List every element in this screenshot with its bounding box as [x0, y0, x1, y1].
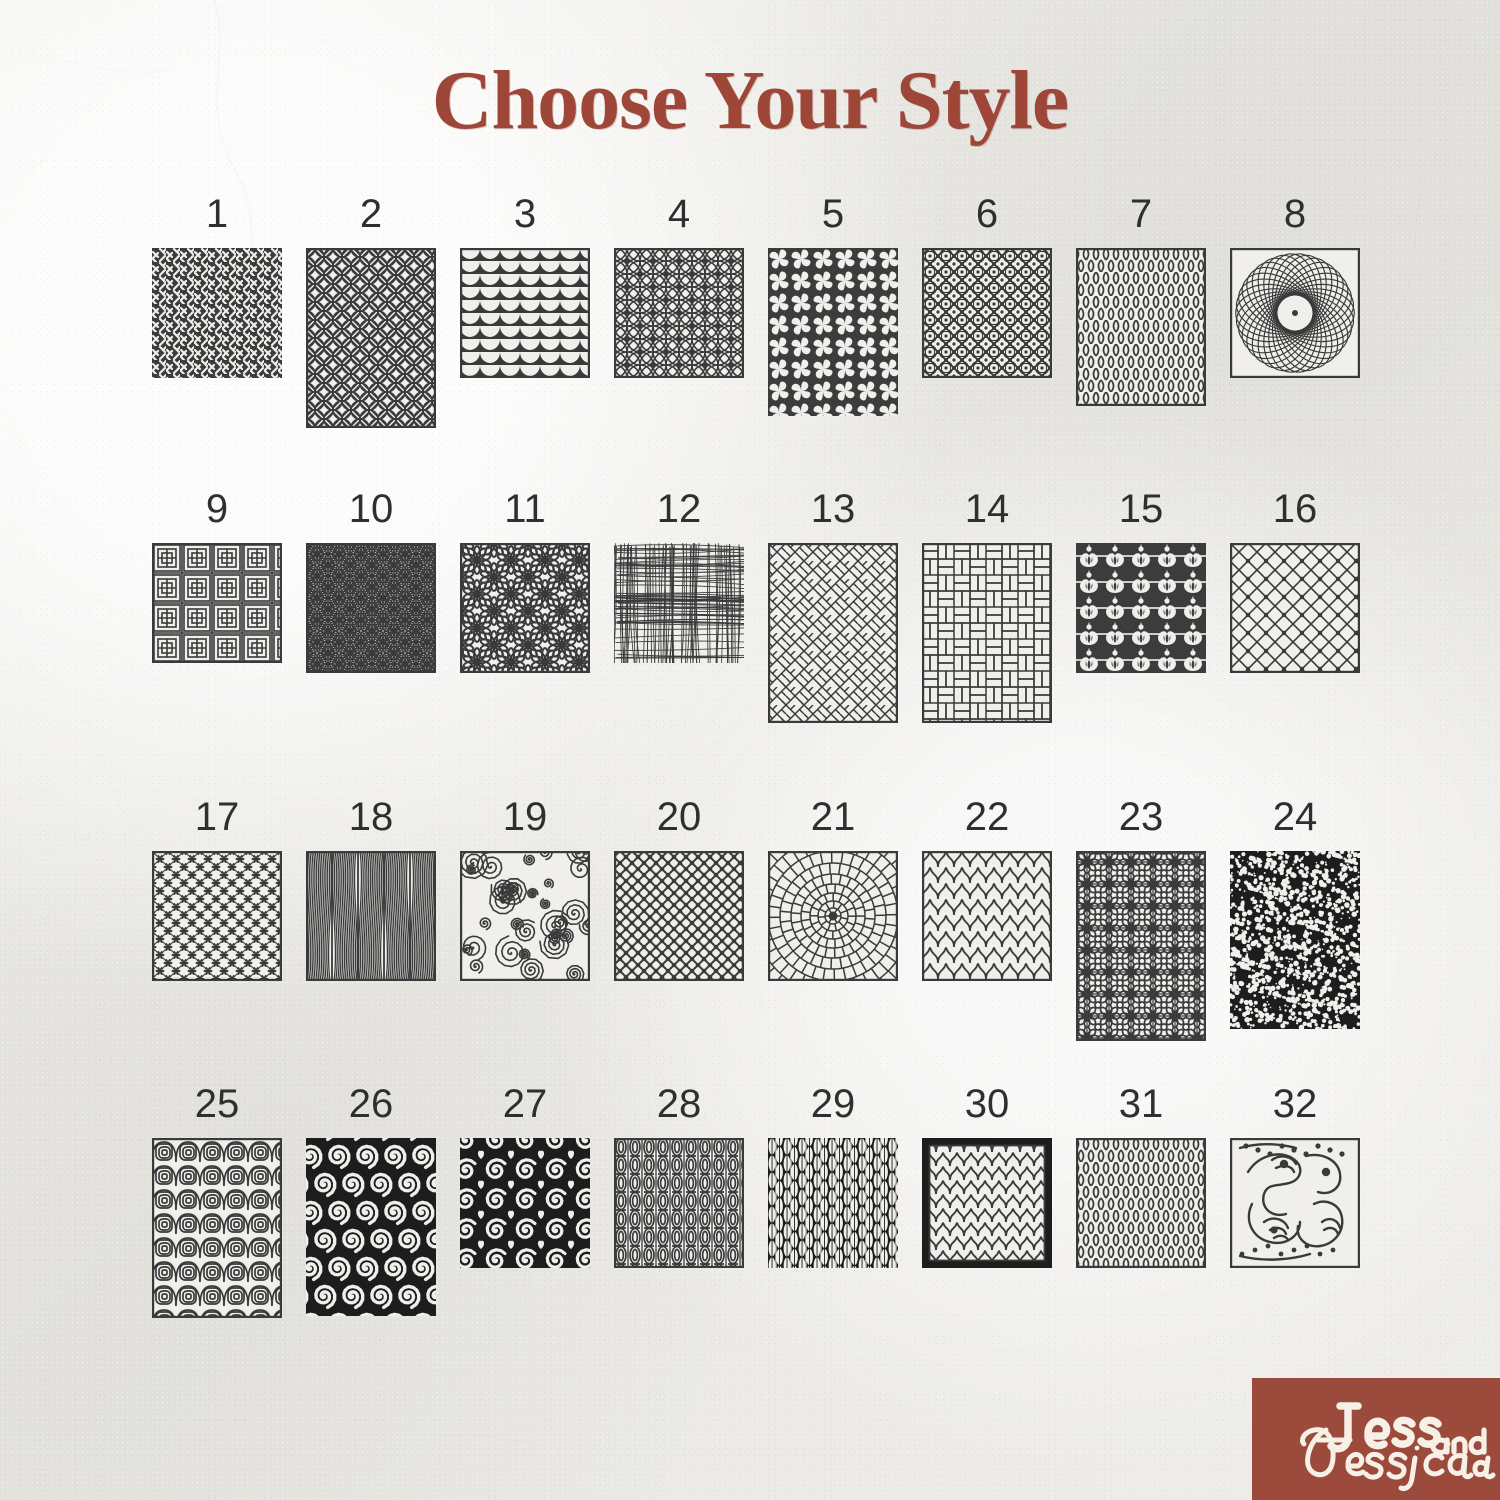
swatch-number-13: 13	[810, 487, 856, 531]
swatch-number-24: 24	[1272, 795, 1318, 839]
swatch-number-31: 31	[1118, 1082, 1164, 1126]
swatch-tile-18-vertical-rope-waves[interactable]	[306, 851, 436, 981]
swatch-tile-16-diagonal-lattice-dot[interactable]	[1230, 543, 1360, 673]
swatch-number-20: 20	[656, 795, 702, 839]
swatch-tile-8-spirograph-rosette[interactable]	[1230, 248, 1360, 378]
swatch-tile-2-moroccan-lattice[interactable]	[306, 248, 436, 428]
swatch-number-16: 16	[1272, 487, 1318, 531]
swatch-tile-28-vertical-beaded-columns[interactable]	[614, 1138, 744, 1268]
swatch-tile-23-flower-medallion-grid[interactable]	[1076, 851, 1206, 1041]
swatch-number-5: 5	[821, 192, 845, 236]
swatch-number-22: 22	[964, 795, 1010, 839]
swatch-tile-31-fine-diamond-net[interactable]	[1076, 1138, 1206, 1268]
swatch-number-2: 2	[359, 192, 383, 236]
swatch-number-14: 14	[964, 487, 1010, 531]
swatch-number-8: 8	[1283, 192, 1307, 236]
swatch-tile-11-daisy-field-large[interactable]	[460, 543, 590, 673]
swatch-number-32: 32	[1272, 1082, 1318, 1126]
swatch-number-1: 1	[205, 192, 229, 236]
swatch-tile-5-pinwheel-petal-dark[interactable]	[768, 248, 898, 416]
page-title: Choose Your Style	[431, 54, 1069, 147]
swatch-number-25: 25	[194, 1082, 240, 1126]
swatch-tile-29-vertical-leaf-dark[interactable]	[768, 1138, 898, 1268]
swatch-number-18: 18	[348, 795, 394, 839]
swatch-tile-22-moorish-scale[interactable]	[922, 851, 1052, 981]
swatch-number-19: 19	[502, 795, 548, 839]
swatch-tile-3-fish-scale-solid[interactable]	[460, 248, 590, 378]
swatch-tile-1-basket-weave-dark[interactable]	[152, 248, 282, 378]
swatch-tile-26-spiral-roses-dark[interactable]	[306, 1138, 436, 1316]
swatch-tile-14-basketweave-paver[interactable]	[922, 543, 1052, 723]
swatch-tile-25-retro-rounded-squares[interactable]	[152, 1138, 282, 1318]
swatch-number-3: 3	[513, 192, 537, 236]
swatch-tile-21-cobblestone-radial[interactable]	[768, 851, 898, 981]
swatch-tile-6-arabesque-star-fine[interactable]	[922, 248, 1052, 378]
swatch-tile-12-scribble-crosshatch[interactable]	[614, 543, 744, 663]
swatch-number-30: 30	[964, 1082, 1010, 1126]
swatch-tile-20-circle-grid-fine[interactable]	[614, 851, 744, 981]
swatch-number-23: 23	[1118, 795, 1164, 839]
swatch-number-6: 6	[975, 192, 999, 236]
swatch-number-12: 12	[656, 487, 702, 531]
swatch-number-29: 29	[810, 1082, 856, 1126]
swatch-number-26: 26	[348, 1082, 394, 1126]
swatch-tile-30-ogee-scale-framed[interactable]	[922, 1138, 1052, 1268]
swatch-tile-10-daisy-field-small[interactable]	[306, 543, 436, 673]
swatch-tile-17-star-burst-grid[interactable]	[152, 851, 282, 981]
swatch-number-27: 27	[502, 1082, 548, 1126]
swatch-tile-7-diamond-mesh-tall[interactable]	[1076, 248, 1206, 406]
swatch-tile-4-floral-circles-overlap[interactable]	[614, 248, 744, 378]
swatch-tile-32-art-nouveau-swan[interactable]	[1230, 1138, 1360, 1268]
swatch-number-21: 21	[810, 795, 856, 839]
swatch-number-17: 17	[194, 795, 240, 839]
swatch-tile-27-spiral-hearts-dark[interactable]	[460, 1138, 590, 1268]
swatch-number-28: 28	[656, 1082, 702, 1126]
swatch-number-4: 4	[667, 192, 691, 236]
brand-logo[interactable]	[1252, 1378, 1500, 1500]
swatch-number-9: 9	[205, 487, 229, 531]
brand-logo-artwork	[1252, 1378, 1500, 1500]
swatch-number-11: 11	[504, 487, 546, 531]
swatch-tile-13-herringbone-brick[interactable]	[768, 543, 898, 723]
swatch-number-7: 7	[1129, 192, 1153, 236]
swatch-number-10: 10	[348, 487, 394, 531]
swatch-tile-19-spiral-swirl-cloud[interactable]	[460, 851, 590, 981]
swatch-number-15: 15	[1118, 487, 1164, 531]
swatch-tile-24-speckle-dots-dark[interactable]	[1230, 851, 1360, 1029]
swatch-tile-9-greek-key-maze[interactable]	[152, 543, 282, 663]
swatch-tile-15-fleur-de-lis-dark[interactable]	[1076, 543, 1206, 673]
